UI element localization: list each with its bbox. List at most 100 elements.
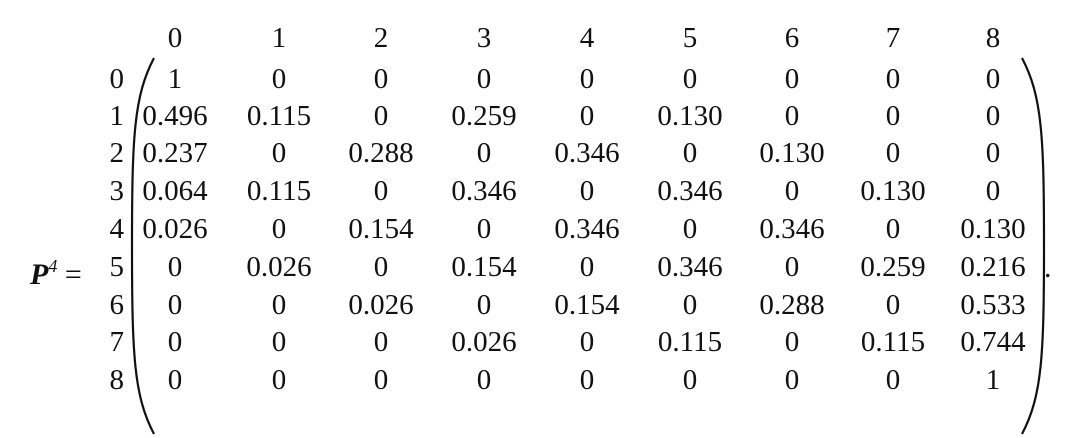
left-parenthesis xyxy=(128,56,158,436)
matrix-cell-r8-c2: 0 xyxy=(373,364,389,396)
column-label-3: 3 xyxy=(476,22,492,54)
matrix-cell-r1-c4: 0 xyxy=(579,100,595,132)
matrix-cell-r0-c7: 0 xyxy=(885,63,901,95)
matrix-cell-r2-c7: 0 xyxy=(885,137,901,169)
matrix-cell-r8-c0: 0 xyxy=(167,364,183,396)
matrix-cell-r4-c3: 0 xyxy=(476,213,492,245)
matrix-cell-r6-c4: 0.154 xyxy=(554,289,620,321)
matrix-cell-r7-c2: 0 xyxy=(373,326,389,358)
matrix-cell-r8-c3: 0 xyxy=(476,364,492,396)
column-label-6: 6 xyxy=(784,22,800,54)
matrix-cell-r2-c4: 0.346 xyxy=(554,137,620,169)
matrix-name: P xyxy=(30,258,49,291)
matrix-cell-r5-c1: 0.026 xyxy=(246,251,312,283)
matrix-cell-r6-c2: 0.026 xyxy=(348,289,414,321)
matrix-cell-r4-c8: 0.130 xyxy=(960,213,1026,245)
matrix-cell-r7-c0: 0 xyxy=(167,326,183,358)
matrix-cell-r6-c1: 0 xyxy=(271,289,287,321)
matrix-cell-r7-c6: 0 xyxy=(784,326,800,358)
matrix-cell-r5-c7: 0.259 xyxy=(860,251,926,283)
matrix-cell-r6-c8: 0.533 xyxy=(960,289,1026,321)
matrix-cell-r3-c6: 0 xyxy=(784,175,800,207)
matrix-cell-r5-c5: 0.346 xyxy=(657,251,723,283)
matrix-cell-r2-c1: 0 xyxy=(271,137,287,169)
matrix-cell-r1-c7: 0 xyxy=(885,100,901,132)
matrix-cell-r6-c3: 0 xyxy=(476,289,492,321)
matrix-cell-r2-c2: 0.288 xyxy=(348,137,414,169)
matrix-cell-r6-c5: 0 xyxy=(682,289,698,321)
matrix-cell-r8-c6: 0 xyxy=(784,364,800,396)
matrix-cell-r1-c6: 0 xyxy=(784,100,800,132)
matrix-cell-r1-c1: 0.115 xyxy=(246,100,312,132)
row-label-3: 3 xyxy=(109,175,125,207)
equals-sign: = xyxy=(57,258,82,291)
matrix-cell-r4-c6: 0.346 xyxy=(759,213,825,245)
column-label-5: 5 xyxy=(682,22,698,54)
row-label-8: 8 xyxy=(109,364,125,396)
matrix-cell-r8-c5: 0 xyxy=(682,364,698,396)
matrix-cell-r7-c4: 0 xyxy=(579,326,595,358)
matrix-cell-r8-c4: 0 xyxy=(579,364,595,396)
column-label-1: 1 xyxy=(271,22,287,54)
matrix-cell-r4-c7: 0 xyxy=(885,213,901,245)
matrix-cell-r3-c3: 0.346 xyxy=(451,175,517,207)
matrix-symbol: P4 = xyxy=(30,248,110,293)
row-label-1: 1 xyxy=(109,100,125,132)
matrix-cell-r7-c1: 0 xyxy=(271,326,287,358)
matrix-cell-r7-c7: 0.115 xyxy=(860,326,926,358)
matrix-cell-r4-c5: 0 xyxy=(682,213,698,245)
matrix-cell-r2-c6: 0.130 xyxy=(759,137,825,169)
matrix-cell-r2-c8: 0 xyxy=(985,137,1001,169)
trailing-period: . xyxy=(1044,251,1052,284)
matrix-cell-r5-c0: 0 xyxy=(167,251,183,283)
matrix-cell-r3-c5: 0.346 xyxy=(657,175,723,207)
matrix-cell-r7-c8: 0.744 xyxy=(960,326,1026,358)
matrix-cell-r5-c6: 0 xyxy=(784,251,800,283)
matrix-cell-r0-c6: 0 xyxy=(784,63,800,95)
matrix-cell-r3-c4: 0 xyxy=(579,175,595,207)
matrix-cell-r5-c3: 0.154 xyxy=(451,251,517,283)
matrix-cell-r4-c0: 0.026 xyxy=(142,213,208,245)
row-label-7: 7 xyxy=(109,326,125,358)
matrix-cell-r3-c2: 0 xyxy=(373,175,389,207)
column-label-7: 7 xyxy=(885,22,901,54)
matrix-cell-r0-c8: 0 xyxy=(985,63,1001,95)
right-parenthesis xyxy=(1018,56,1048,436)
column-label-4: 4 xyxy=(579,22,595,54)
matrix-cell-r1-c8: 0 xyxy=(985,100,1001,132)
row-label-6: 6 xyxy=(109,289,125,321)
matrix-cell-r8-c8: 1 xyxy=(985,364,1001,396)
matrix-cell-r3-c0: 0.064 xyxy=(142,175,208,207)
matrix-cell-r6-c0: 0 xyxy=(167,289,183,321)
matrix-cell-r8-c7: 0 xyxy=(885,364,901,396)
row-label-4: 4 xyxy=(109,213,125,245)
matrix-cell-r2-c0: 0.237 xyxy=(142,137,208,169)
matrix-cell-r3-c7: 0.130 xyxy=(860,175,926,207)
matrix-cell-r4-c4: 0.346 xyxy=(554,213,620,245)
matrix-cell-r5-c2: 0 xyxy=(373,251,389,283)
matrix-cell-r0-c4: 0 xyxy=(579,63,595,95)
matrix-cell-r0-c0: 1 xyxy=(167,63,183,95)
matrix-cell-r6-c7: 0 xyxy=(885,289,901,321)
matrix-cell-r6-c6: 0.288 xyxy=(759,289,825,321)
matrix-cell-r0-c2: 0 xyxy=(373,63,389,95)
column-label-8: 8 xyxy=(985,22,1001,54)
matrix-exponent: 4 xyxy=(48,256,58,276)
matrix-cell-r5-c4: 0 xyxy=(579,251,595,283)
matrix-cell-r1-c0: 0.496 xyxy=(142,100,208,132)
matrix-cell-r2-c5: 0 xyxy=(682,137,698,169)
column-label-0: 0 xyxy=(167,22,183,54)
matrix-cell-r4-c2: 0.154 xyxy=(348,213,414,245)
matrix-cell-r0-c5: 0 xyxy=(682,63,698,95)
matrix-cell-r3-c8: 0 xyxy=(985,175,1001,207)
matrix-cell-r1-c3: 0.259 xyxy=(451,100,517,132)
row-label-5: 5 xyxy=(109,251,125,283)
matrix-cell-r0-c1: 0 xyxy=(271,63,287,95)
matrix-cell-r2-c3: 0 xyxy=(476,137,492,169)
matrix-cell-r1-c2: 0 xyxy=(373,100,389,132)
matrix-cell-r7-c3: 0.026 xyxy=(451,326,517,358)
matrix-cell-r8-c1: 0 xyxy=(271,364,287,396)
matrix-cell-r1-c5: 0.130 xyxy=(657,100,723,132)
matrix-cell-r5-c8: 0.216 xyxy=(960,251,1026,283)
